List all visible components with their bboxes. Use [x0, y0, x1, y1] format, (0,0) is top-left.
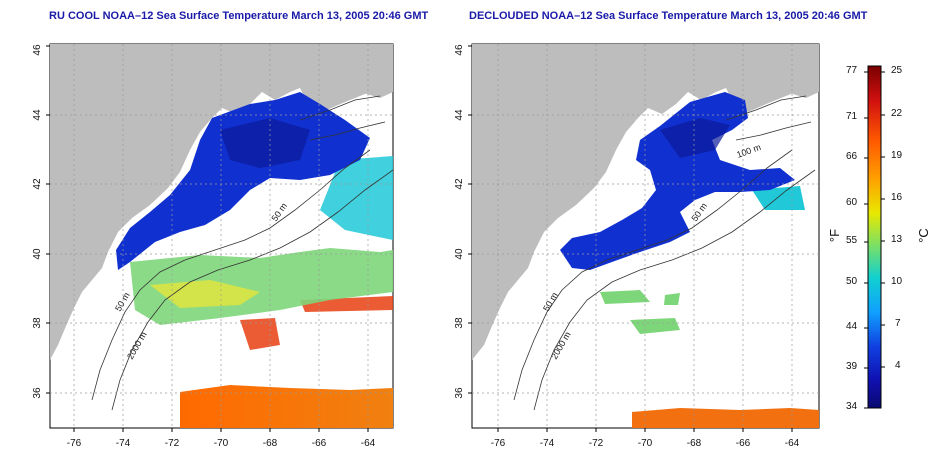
left-contour-50m	[91, 149, 371, 401]
right-mid-water-scraps	[600, 290, 680, 334]
left-cyan-water	[320, 156, 393, 240]
left-graticule	[50, 44, 393, 428]
left-y-tick: 38	[32, 317, 43, 329]
right-y-tick: 38	[454, 317, 465, 329]
left-cloud-gap	[250, 180, 320, 225]
right-contour-shelf	[725, 95, 812, 141]
colorbar-scale	[867, 65, 882, 409]
right-map-title: DECLOUDED NOAA–12 Sea Surface Temperatur…	[469, 10, 868, 22]
right-y-tick: 42	[454, 178, 465, 190]
right-x-tick: -74	[540, 438, 555, 449]
right-map: 50 m 2000 m 50 m 100 m -76 -74 -72 -70 -…	[454, 43, 820, 449]
colorbar-c-tick: 7	[895, 318, 901, 329]
right-x-tick: -66	[736, 438, 751, 449]
colorbar	[864, 65, 885, 409]
left-warm-water	[180, 385, 393, 428]
colorbar-c-tick: 19	[891, 150, 903, 161]
right-x-tick: -76	[491, 438, 506, 449]
left-y-tick: 42	[32, 178, 43, 190]
left-contour-2000m	[111, 169, 393, 411]
colorbar-f-tick: 39	[846, 361, 858, 372]
colorbar-f-tick: 34	[846, 401, 858, 412]
colorbar-c-tick: 16	[891, 192, 903, 203]
right-contour-50m	[513, 149, 793, 401]
colorbar-f-tick: 44	[846, 321, 858, 332]
colorbar-f-tick: 60	[846, 197, 858, 208]
right-y-tick: 36	[454, 387, 465, 399]
left-x-tick: -76	[67, 438, 82, 449]
right-x-tick: -72	[589, 438, 604, 449]
right-y-tick: 40	[454, 248, 465, 260]
left-y-tick: 40	[32, 248, 43, 260]
right-warm-water	[632, 408, 819, 428]
colorbar-f-tick: 50	[846, 276, 858, 287]
left-y-tick: 46	[32, 44, 43, 56]
left-map: 50 m 2000 m 50 m -76 -74 -72 -70 -68 -66…	[32, 43, 394, 449]
right-y-tick: 46	[454, 44, 465, 56]
left-x-tick: -68	[263, 438, 278, 449]
left-y-axis: 36 38 40 42 44 46	[32, 44, 50, 399]
left-x-tick: -74	[116, 438, 131, 449]
left-nova-scotia	[300, 60, 393, 112]
colorbar-c-tick: 13	[891, 234, 903, 245]
right-y-tick: 44	[454, 109, 465, 121]
left-x-tick: -70	[214, 438, 229, 449]
colorbar-c-tick: 4	[895, 360, 901, 371]
colorbar-ticks	[864, 71, 885, 409]
right-contour-2000m	[533, 169, 816, 411]
right-graticule	[472, 44, 819, 428]
left-warm-patches	[240, 296, 393, 350]
right-x-tick: -64	[785, 438, 800, 449]
colorbar-f-tick: 77	[846, 65, 858, 76]
colorbar-c-tick: 10	[891, 276, 903, 287]
left-land	[50, 44, 393, 360]
colorbar-f-tick: 66	[846, 151, 858, 162]
left-y-tick: 36	[32, 387, 43, 399]
colorbar-c-tick: 22	[891, 108, 903, 119]
left-y-tick: 44	[32, 109, 43, 121]
colorbar-celsius-unit: °C	[915, 228, 931, 243]
colorbar-fahrenheit-unit: °F	[827, 228, 843, 243]
colorbar-c-tick: 25	[891, 65, 903, 76]
left-x-tick: -64	[361, 438, 376, 449]
left-cold-water-deep	[220, 118, 310, 168]
right-nova-scotia	[726, 60, 819, 112]
left-x-axis: -76 -74 -72 -70 -68 -66 -64	[67, 428, 376, 449]
right-land	[472, 44, 819, 360]
right-cold-water-deep	[660, 118, 730, 158]
right-x-tick: -68	[687, 438, 702, 449]
right-cold-water	[560, 92, 795, 270]
right-x-tick: -70	[638, 438, 653, 449]
left-map-title: RU COOL NOAA–12 Sea Surface Temperature …	[49, 10, 429, 22]
right-y-axis: 36 38 40 42 44 46	[454, 44, 472, 399]
left-x-tick: -66	[312, 438, 327, 449]
left-mid-water-yellow	[150, 280, 260, 308]
colorbar-f-tick: 71	[846, 111, 858, 122]
left-x-tick: -72	[165, 438, 180, 449]
right-x-axis: -76 -74 -72 -70 -68 -66 -64	[491, 428, 800, 449]
colorbar-f-tick: 55	[846, 235, 858, 246]
